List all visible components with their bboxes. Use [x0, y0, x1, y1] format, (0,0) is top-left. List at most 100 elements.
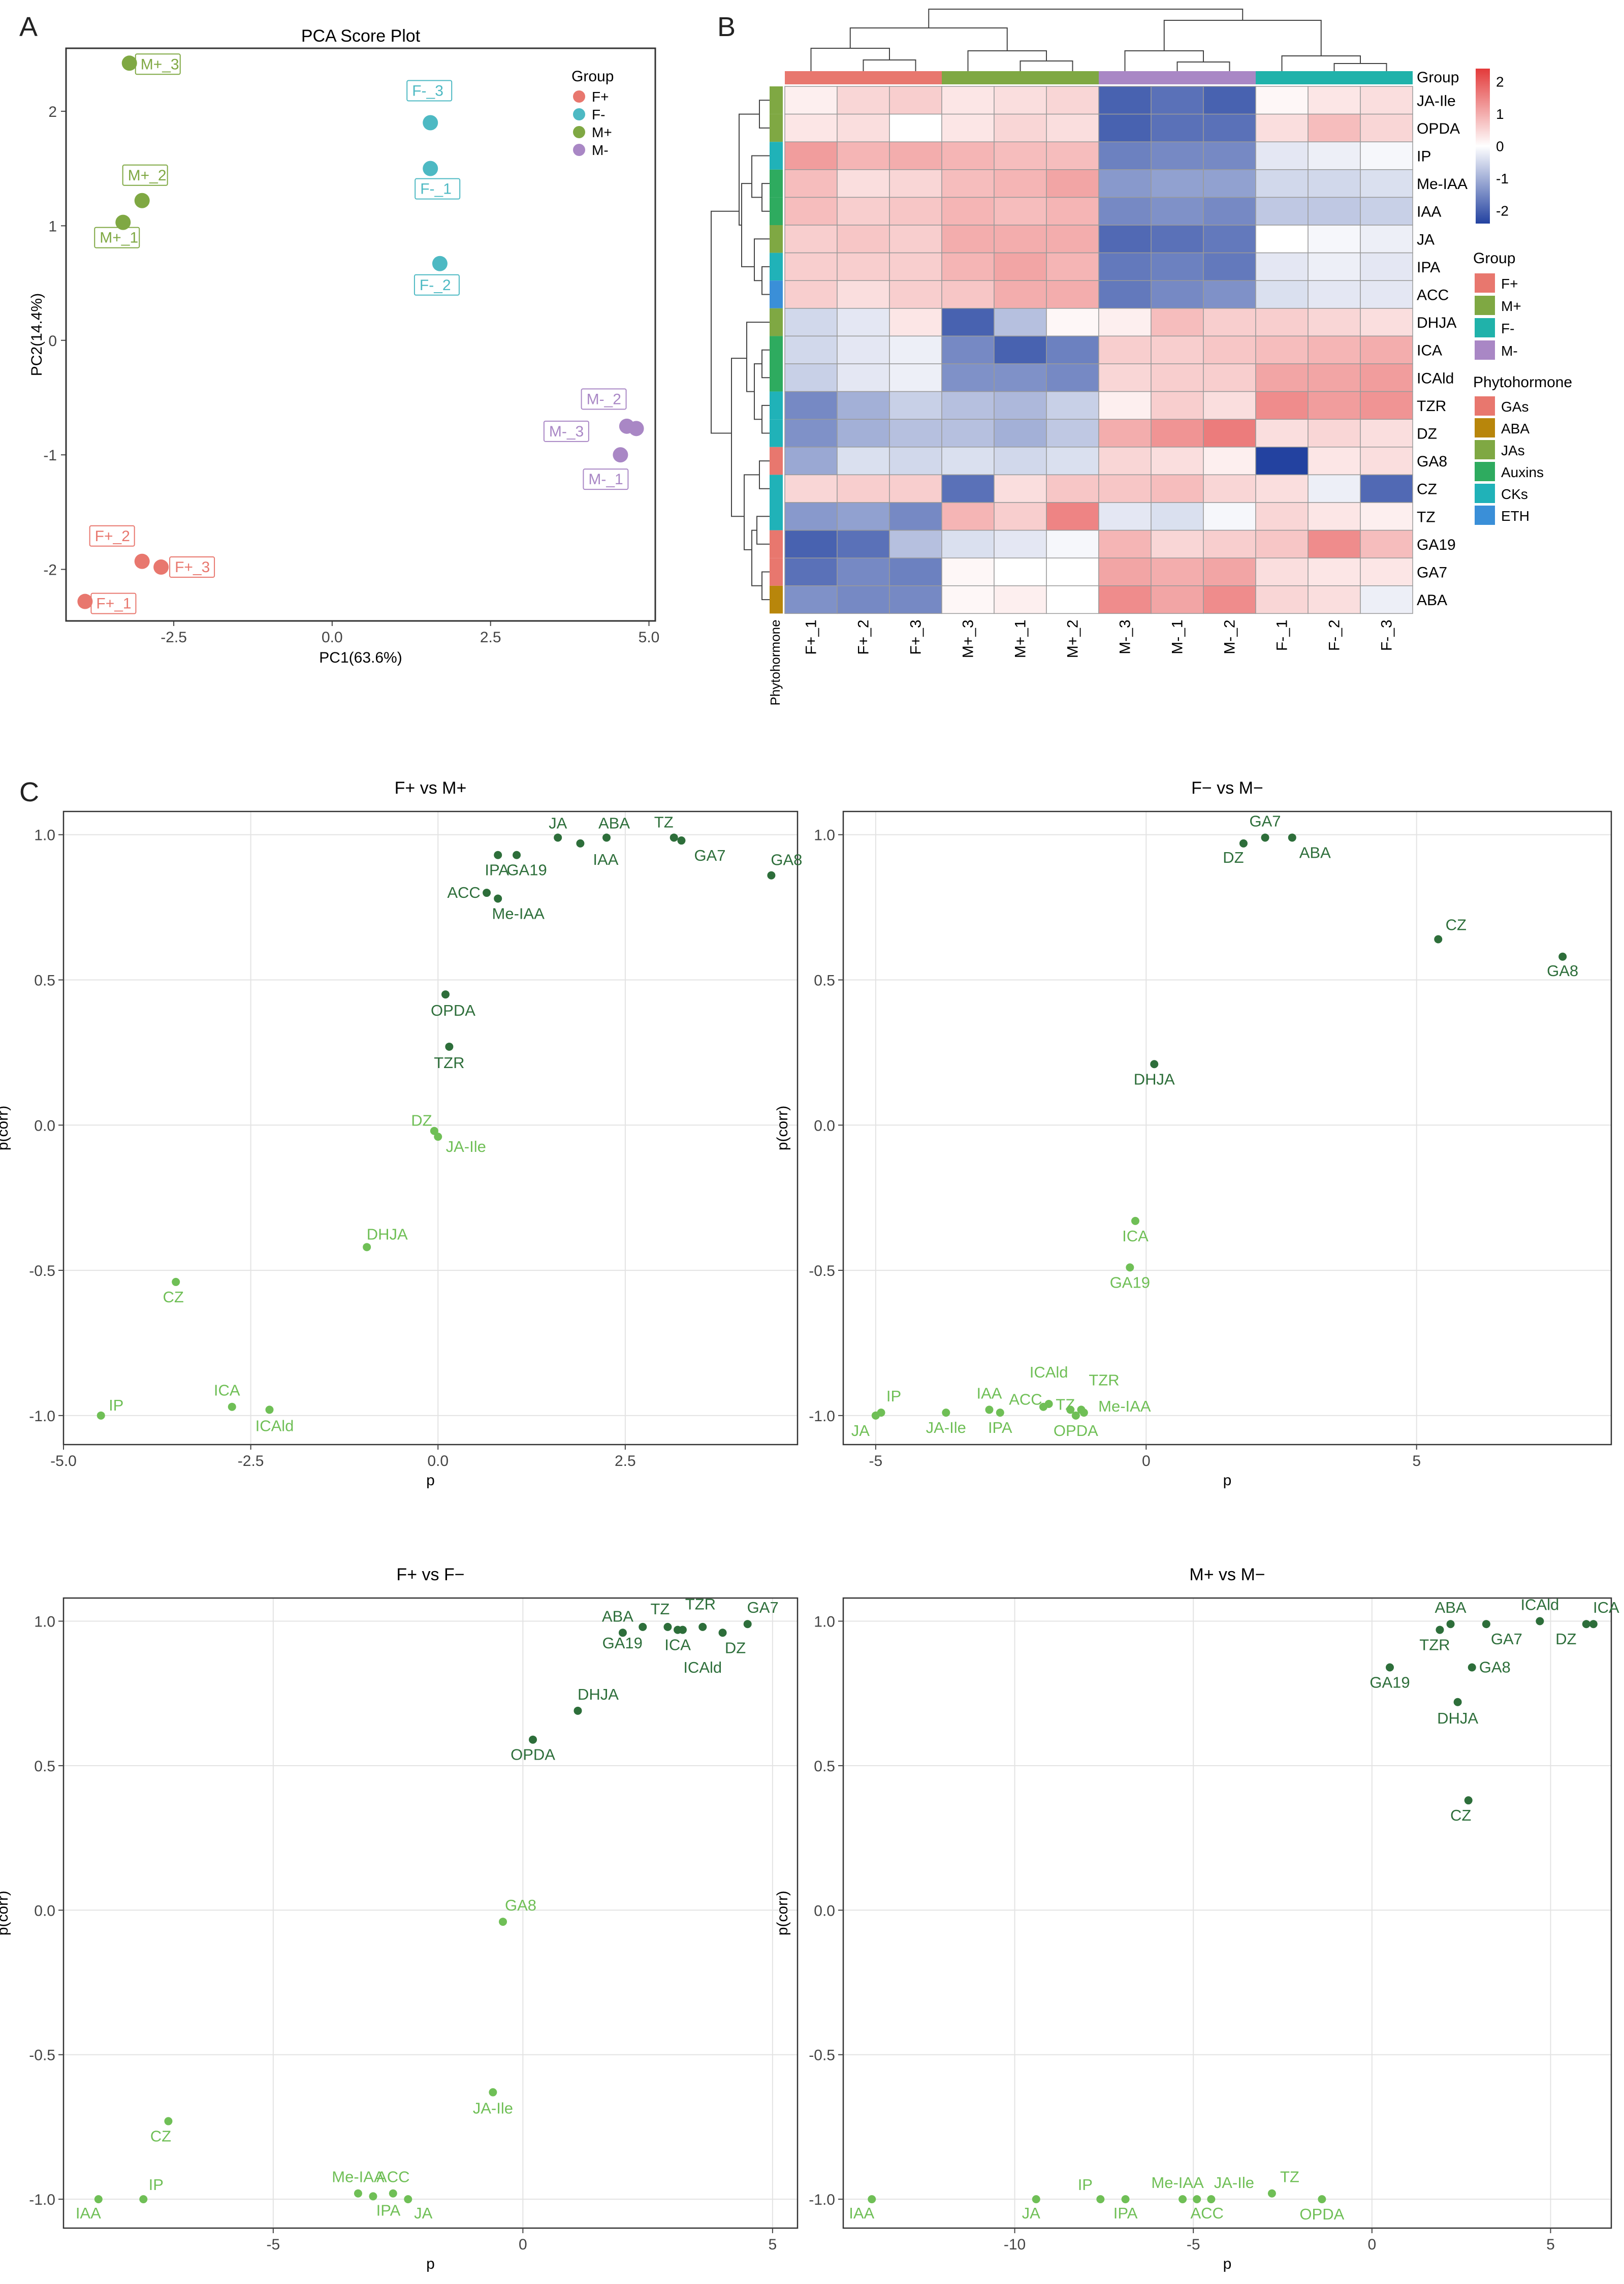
heatmap-cell: [1151, 252, 1204, 281]
pca-axes-frame: [65, 47, 656, 622]
heatmap-column-label: F-_3: [1379, 619, 1395, 651]
heatmap-cell: [994, 474, 1047, 503]
heatmap-cell: [1255, 86, 1309, 115]
splot-xtick-label: 2.5: [615, 1453, 636, 1469]
splot-point-label: GA8: [1547, 962, 1578, 980]
heatmap-cell: [994, 280, 1047, 309]
class-legend-swatch: [1475, 506, 1495, 525]
heatmap-class-cell: [770, 364, 783, 392]
pca-point-label: M-_3: [549, 423, 584, 440]
heatmap-colorbar: [1476, 69, 1490, 224]
pca-point-label: F+_2: [95, 528, 130, 545]
splot-point-label: TZ: [1280, 2168, 1299, 2186]
splot-point: [1071, 1411, 1080, 1420]
dendrogram-branch: [731, 358, 747, 517]
pca-ytick-label: 0: [48, 333, 57, 350]
heatmap-cell: [1098, 502, 1152, 531]
pca-legend-swatch: [573, 108, 585, 120]
splot-point: [1453, 1698, 1462, 1706]
pca-chart: PCA Score Plot -2 -1 0 1 2 -2.5 0.0 2.5 5.0 PC1(63…: [28, 26, 659, 666]
splot-point-label: IP: [1078, 2176, 1093, 2194]
heatmap-cell: [1255, 169, 1309, 198]
splot-ytick-label: 1.0: [34, 827, 55, 844]
heatmap-group-label: Group: [1417, 69, 1459, 86]
heatmap-cell: [941, 197, 995, 226]
heatmap-cell: [1308, 113, 1361, 142]
splot-ylabel: p(corr): [0, 1891, 11, 1935]
heatmap-class-cell: [770, 558, 783, 586]
heatmap-column-label: F+_3: [908, 619, 925, 654]
pca-point-label-box: [583, 468, 629, 490]
dendrogram-branch: [754, 363, 762, 420]
heatmap-cell: [1360, 86, 1413, 115]
dendrogram-branch: [741, 183, 754, 267]
heatmap-cell: [1046, 169, 1099, 198]
dendrogram-branch: [761, 571, 770, 601]
heatmap-class-cell: [770, 530, 783, 558]
heatmap-cell: [837, 363, 890, 392]
heatmap-cell: [1308, 141, 1361, 170]
splot-point-label: IAA: [76, 2204, 101, 2222]
heatmap-cell: [1098, 474, 1152, 503]
splot-point: [663, 1622, 672, 1631]
splot-point-label: JA-Ile: [926, 1419, 966, 1436]
splot-ytick-label: -1.0: [809, 2192, 835, 2208]
splot-point: [1288, 833, 1296, 842]
heatmap-cell: [1360, 557, 1413, 586]
heatmap-cell: [784, 169, 838, 198]
dendrogram-branch: [759, 460, 770, 489]
splot-ytick-label: 0.5: [814, 1758, 835, 1775]
splot-point: [767, 871, 776, 880]
heatmap-cell: [784, 391, 838, 420]
heatmap-cell: [1203, 585, 1256, 614]
pca-point: [134, 553, 150, 569]
heatmap-group-cell: [1099, 71, 1151, 84]
pca-ylabel: PC2(14.4%): [28, 293, 45, 376]
heatmap-cell: [1151, 529, 1204, 558]
splot-xtick-label: 5: [769, 2236, 777, 2253]
splot-point-label: GA7: [1250, 812, 1281, 830]
splot-point: [639, 1622, 647, 1631]
splot-axes-frame: [62, 1597, 799, 2229]
dendrogram-branch: [1020, 60, 1073, 71]
dendrogram-branch: [751, 155, 770, 198]
splot-point: [499, 1918, 507, 1926]
heatmap-cell: [994, 529, 1047, 558]
pca-legend-label: F+: [592, 89, 609, 105]
splot-xtick-label: 5: [1412, 1453, 1421, 1469]
heatmap-row-label: IP: [1417, 148, 1431, 165]
class-legend-title: Phytohormone: [1473, 374, 1572, 391]
heatmap-cell: [889, 585, 942, 614]
splot-xlabel: p: [1223, 2256, 1232, 2272]
colorbar-tick-label: 1: [1496, 106, 1504, 122]
heatmap-cell: [994, 113, 1047, 142]
heatmap-cell: [889, 308, 942, 337]
splot-point: [430, 1127, 438, 1135]
heatmap-cell: [1151, 197, 1204, 226]
splot-point: [576, 839, 585, 848]
pca-ytick-label: -1: [43, 447, 57, 464]
heatmap-cell: [941, 86, 995, 115]
splot-point-label: IPA: [376, 2201, 401, 2219]
splot-point-label: GA19: [602, 1634, 643, 1652]
splot-point: [1079, 1409, 1088, 1417]
heatmap-cell: [1360, 308, 1413, 337]
splot-xtick-label: 5: [1546, 2236, 1555, 2253]
heatmap-cell: [837, 529, 890, 558]
heatmap-cell: [837, 197, 890, 226]
splot-ytick-label: 0.0: [34, 1902, 55, 1919]
heatmap-cell: [889, 141, 942, 170]
heatmap-cell: [1255, 113, 1309, 142]
pca-point-label-box: [89, 525, 135, 547]
splot-ylabel: p(corr): [774, 1106, 791, 1150]
pca-point-label-box: [406, 80, 453, 102]
splot-point: [1589, 1620, 1598, 1629]
dendrogram-branch: [711, 210, 739, 434]
splot-point-label: GA8: [771, 851, 802, 869]
splot-point-label: CZ: [1450, 1806, 1471, 1824]
splot-point-label: DHJA: [1437, 1709, 1478, 1727]
colorbar-tick-label: 0: [1496, 139, 1504, 154]
pca-point-label: F+_3: [175, 559, 210, 576]
splot-point-label: JA: [1022, 2204, 1041, 2222]
heatmap-cell: [1255, 197, 1309, 226]
